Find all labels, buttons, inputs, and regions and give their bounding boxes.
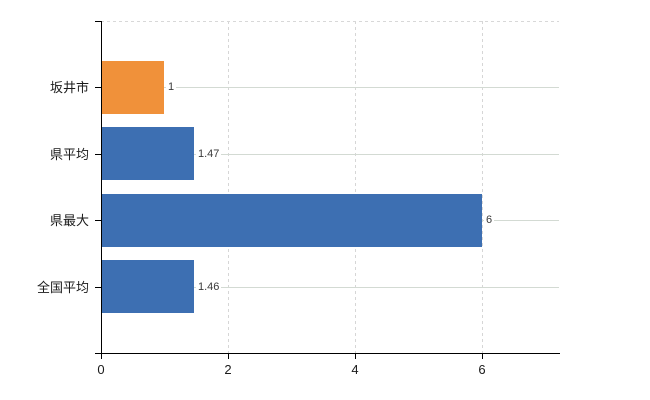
x-axis-tick-label: 0 bbox=[97, 362, 105, 377]
axis-tick bbox=[101, 354, 102, 359]
gridline-top bbox=[101, 21, 559, 22]
gridline-horizontal bbox=[102, 154, 559, 155]
x-axis bbox=[95, 353, 560, 354]
bar bbox=[102, 260, 194, 313]
axis-tick bbox=[95, 21, 101, 22]
bar bbox=[102, 61, 164, 114]
value-label: 1.47 bbox=[196, 148, 222, 161]
bar bbox=[102, 194, 482, 247]
gridline-vertical bbox=[228, 21, 229, 353]
axis-tick bbox=[228, 354, 229, 359]
axis-tick bbox=[355, 354, 356, 359]
category-label: 県平均 bbox=[49, 147, 89, 162]
gridline-vertical bbox=[355, 21, 356, 353]
gridline-horizontal bbox=[102, 87, 559, 88]
x-axis-tick-label: 4 bbox=[351, 362, 359, 377]
axis-tick bbox=[95, 287, 101, 288]
axis-tick bbox=[95, 154, 101, 155]
category-label: 全国平均 bbox=[36, 280, 89, 295]
axis-tick bbox=[95, 220, 101, 221]
category-label: 坂井市 bbox=[49, 80, 89, 95]
bar bbox=[102, 127, 194, 180]
axis-tick bbox=[95, 87, 101, 88]
axis-tick bbox=[482, 354, 483, 359]
gridline-vertical bbox=[482, 21, 483, 353]
value-label: 1 bbox=[166, 81, 177, 94]
x-axis-tick-label: 6 bbox=[478, 362, 486, 377]
x-axis-tick-label: 2 bbox=[224, 362, 232, 377]
gridline-horizontal bbox=[102, 287, 559, 288]
value-label: 6 bbox=[484, 214, 495, 227]
y-axis bbox=[101, 21, 102, 353]
category-label: 県最大 bbox=[49, 213, 89, 228]
value-label: 1.46 bbox=[196, 281, 222, 294]
